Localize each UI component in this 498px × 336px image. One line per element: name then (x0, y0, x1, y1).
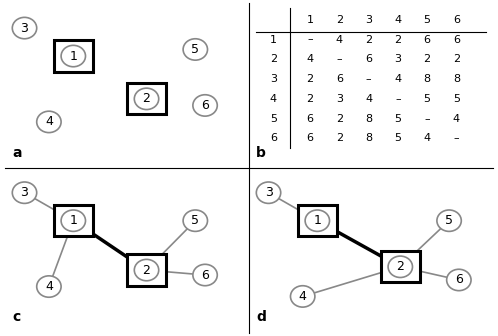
Text: 6: 6 (201, 99, 209, 112)
Text: 1: 1 (270, 35, 277, 45)
Text: 2: 2 (396, 260, 404, 273)
Text: c: c (12, 310, 20, 325)
Text: 5: 5 (394, 114, 401, 124)
Text: 5: 5 (394, 133, 401, 143)
Text: 6: 6 (365, 54, 372, 64)
Text: b: b (256, 146, 266, 160)
Text: 4: 4 (394, 15, 401, 25)
Ellipse shape (183, 210, 208, 232)
Text: 4: 4 (453, 114, 460, 124)
Text: 2: 2 (336, 114, 343, 124)
Ellipse shape (193, 264, 217, 286)
Text: 6: 6 (306, 133, 314, 143)
Ellipse shape (305, 210, 330, 232)
Ellipse shape (256, 182, 281, 203)
Text: 8: 8 (424, 74, 431, 84)
Text: 1: 1 (69, 214, 77, 227)
Text: 5: 5 (445, 214, 453, 227)
FancyBboxPatch shape (127, 254, 166, 286)
Text: 3: 3 (365, 15, 372, 25)
Text: 4: 4 (45, 115, 53, 128)
Text: a: a (12, 146, 22, 160)
Ellipse shape (61, 210, 86, 232)
Ellipse shape (183, 39, 208, 60)
Text: 3: 3 (264, 186, 272, 199)
Text: 2: 2 (394, 35, 401, 45)
Text: 2: 2 (365, 35, 372, 45)
Text: 4: 4 (394, 74, 401, 84)
Text: 4: 4 (270, 94, 277, 104)
Ellipse shape (134, 88, 159, 110)
Ellipse shape (437, 210, 461, 232)
Ellipse shape (388, 256, 412, 278)
Text: 2: 2 (142, 92, 150, 106)
Text: 4: 4 (424, 133, 431, 143)
Ellipse shape (37, 111, 61, 133)
Text: 5: 5 (424, 94, 431, 104)
Text: –: – (454, 133, 459, 143)
Text: 2: 2 (424, 54, 431, 64)
Ellipse shape (37, 276, 61, 297)
Text: 6: 6 (201, 268, 209, 282)
Text: 2: 2 (306, 74, 314, 84)
Text: 3: 3 (20, 186, 28, 199)
Text: –: – (424, 114, 430, 124)
Text: 4: 4 (365, 94, 372, 104)
Text: 3: 3 (336, 94, 343, 104)
Text: 6: 6 (336, 74, 343, 84)
Ellipse shape (447, 269, 471, 291)
Text: 4: 4 (336, 35, 343, 45)
FancyBboxPatch shape (54, 205, 93, 236)
Text: 5: 5 (191, 214, 199, 227)
Text: 5: 5 (424, 15, 431, 25)
Text: 5: 5 (270, 114, 277, 124)
Text: 1: 1 (306, 15, 314, 25)
Text: 3: 3 (270, 74, 277, 84)
Text: 3: 3 (20, 22, 28, 35)
Text: 6: 6 (424, 35, 431, 45)
Ellipse shape (12, 182, 37, 203)
Text: –: – (337, 54, 342, 64)
FancyBboxPatch shape (298, 205, 337, 236)
Text: 2: 2 (306, 94, 314, 104)
Text: 3: 3 (394, 54, 401, 64)
FancyBboxPatch shape (381, 251, 420, 283)
Text: 6: 6 (270, 133, 277, 143)
Text: 6: 6 (453, 15, 460, 25)
Text: d: d (256, 310, 266, 325)
FancyBboxPatch shape (127, 83, 166, 115)
Text: 8: 8 (365, 133, 372, 143)
Text: 6: 6 (306, 114, 314, 124)
Text: –: – (395, 94, 401, 104)
Text: 1: 1 (313, 214, 321, 227)
Text: 4: 4 (299, 290, 307, 303)
FancyBboxPatch shape (54, 40, 93, 72)
Text: –: – (307, 35, 313, 45)
Text: 8: 8 (365, 114, 372, 124)
Text: 2: 2 (336, 15, 343, 25)
Text: 2: 2 (336, 133, 343, 143)
Ellipse shape (193, 95, 217, 116)
Text: 8: 8 (453, 74, 460, 84)
Text: 2: 2 (142, 263, 150, 277)
Ellipse shape (134, 259, 159, 281)
Text: 6: 6 (455, 274, 463, 287)
Ellipse shape (290, 286, 315, 307)
Text: 6: 6 (453, 35, 460, 45)
Text: 1: 1 (69, 49, 77, 62)
Text: 4: 4 (45, 280, 53, 293)
Ellipse shape (61, 45, 86, 67)
Ellipse shape (12, 17, 37, 39)
Text: 2: 2 (453, 54, 460, 64)
Text: 4: 4 (306, 54, 314, 64)
Text: –: – (366, 74, 372, 84)
Text: 5: 5 (191, 43, 199, 56)
Text: 2: 2 (270, 54, 277, 64)
Text: 5: 5 (453, 94, 460, 104)
